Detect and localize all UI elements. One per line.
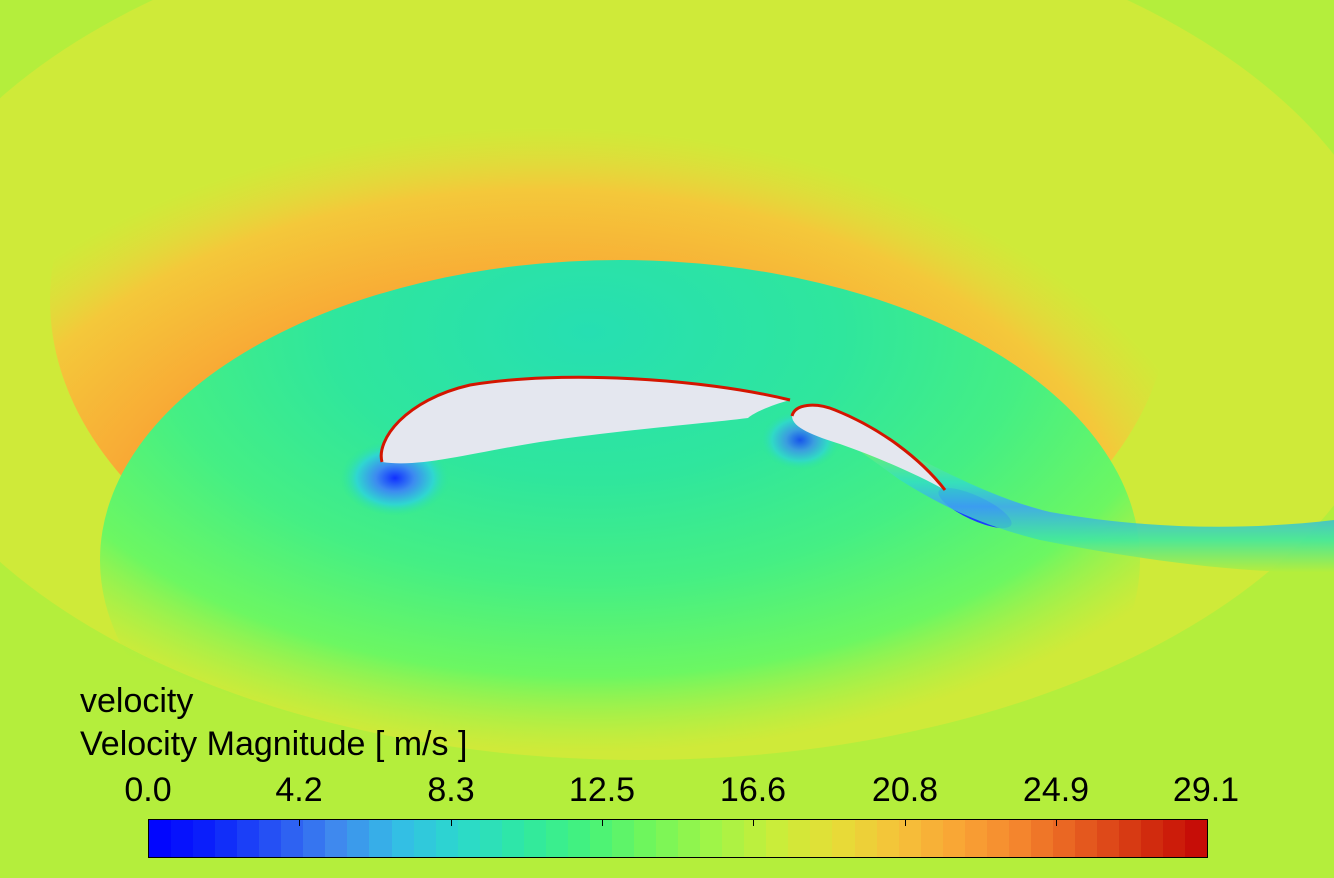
colorbar-level [1074, 820, 1098, 857]
colorbar-tick-label: 0.0 [124, 771, 172, 809]
colorbar-level [766, 820, 789, 857]
colorbar-level [876, 820, 899, 857]
colorbar-level [1030, 820, 1053, 857]
colorbar-tick-label: 20.8 [871, 771, 939, 809]
colorbar-level [479, 820, 502, 857]
colorbar-level [149, 820, 172, 857]
colorbar-level [854, 820, 877, 857]
colorbar [148, 819, 1208, 858]
colorbar-level [656, 820, 679, 857]
colorbar-level [237, 820, 260, 857]
colorbar-level [523, 820, 546, 857]
colorbar-level [391, 820, 414, 857]
colorbar-level [413, 820, 436, 857]
colorbar-level [457, 820, 480, 857]
colorbar-tick-mark [451, 819, 452, 826]
colorbar-tick-mark [299, 819, 300, 826]
colorbar-level [832, 820, 855, 857]
colorbar-level [964, 820, 987, 857]
colorbar-level [435, 820, 458, 857]
colorbar-level [1141, 820, 1164, 857]
colorbar-tick-label: 8.3 [427, 771, 475, 809]
colorbar-tick-mark [753, 819, 754, 826]
colorbar-level [193, 820, 216, 857]
colorbar-level [325, 820, 348, 857]
colorbar-level [942, 820, 965, 857]
flap-airfoil [792, 405, 945, 490]
colorbar-level [1097, 820, 1120, 857]
colorbar-tick-label: 29.1 [1172, 771, 1240, 809]
pressure-side-region [100, 260, 1140, 860]
colorbar-level [303, 820, 326, 857]
colorbar-level [722, 820, 745, 857]
colorbar-level [810, 820, 833, 857]
colorbar-level [589, 820, 612, 857]
colorbar-tick-mark [1056, 819, 1057, 826]
colorbar-tick-label: 4.2 [275, 771, 323, 809]
colorbar-level [1052, 820, 1075, 857]
colorbar-level [567, 820, 590, 857]
colorbar-level [898, 820, 921, 857]
colorbar-level [281, 820, 304, 857]
colorbar-level [1185, 820, 1208, 857]
colorbar-level [215, 820, 238, 857]
flap-suction-edge [790, 403, 947, 491]
colorbar-tick-label: 24.9 [1022, 771, 1090, 809]
legend-variable-label: velocity [80, 682, 194, 720]
main-airfoil [381, 377, 790, 464]
colorbar-level [634, 820, 657, 857]
colorbar-level [347, 820, 370, 857]
colorbar-level [920, 820, 943, 857]
colorbar-level [744, 820, 767, 857]
colorbar-tick-label: 12.5 [568, 771, 636, 809]
colorbar-tick-mark [905, 819, 906, 826]
main-suction-edge [379, 375, 791, 463]
colorbar-level [501, 820, 524, 857]
legend-quantity-label: Velocity Magnitude [ m/s ] [80, 725, 468, 763]
colorbar-tick-mark [602, 819, 603, 826]
colorbar-level [678, 820, 701, 857]
colorbar-level [259, 820, 282, 857]
colorbar-level [1119, 820, 1142, 857]
colorbar-level [700, 820, 723, 857]
colorbar-level [611, 820, 635, 857]
colorbar-level [788, 820, 811, 857]
colorbar-level [545, 820, 568, 857]
colorbar-level [1008, 820, 1031, 857]
colorbar-level [171, 820, 194, 857]
colorbar-level [369, 820, 392, 857]
colorbar-level [1163, 820, 1186, 857]
colorbar-level [986, 820, 1009, 857]
colorbar-tick-label: 16.6 [719, 771, 787, 809]
wake-region [800, 408, 1334, 573]
